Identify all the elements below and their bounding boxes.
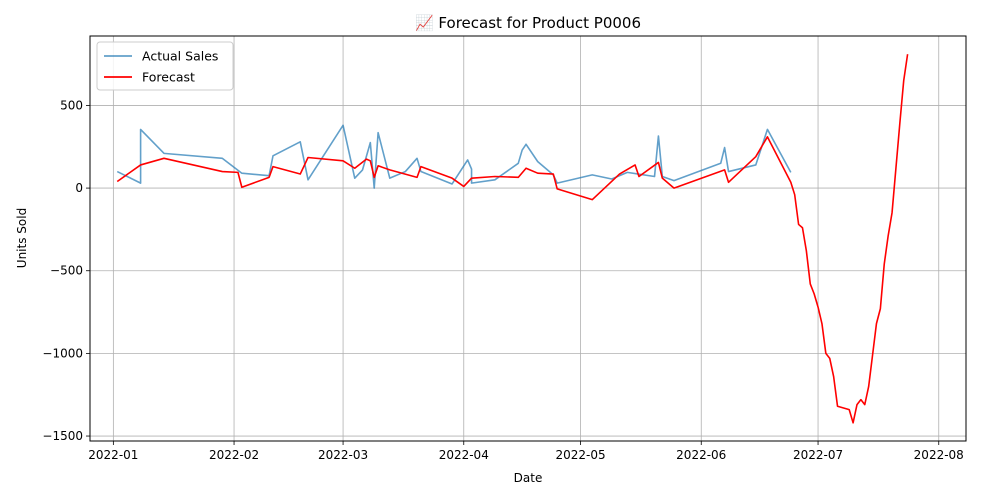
series-line-forecast <box>116 54 909 424</box>
x-tick-label: 2022-01 <box>88 448 138 462</box>
series-line-actual-sales <box>116 124 792 189</box>
legend-label-forecast: Forecast <box>142 70 195 85</box>
legend: Actual Sales Forecast <box>96 41 234 91</box>
x-tick-label: 2022-05 <box>555 448 605 462</box>
legend-label-actual-sales: Actual Sales <box>142 49 218 64</box>
x-tick-label: 2022-02 <box>209 448 259 462</box>
y-tick-label: 0 <box>75 181 83 195</box>
x-axis-label: Date <box>514 471 543 485</box>
x-tick-label: 2022-08 <box>914 448 964 462</box>
x-axis-ticks: 2022-01 2022-02 2022-03 2022-04 2022-05 2022-… <box>88 441 964 462</box>
chart-title: 📈 Forecast for Product P0006 <box>415 14 641 32</box>
y-tick-label: 500 <box>60 98 83 112</box>
y-tick-label: −1000 <box>42 346 83 360</box>
grid-lines <box>90 36 966 441</box>
y-axis-ticks: 500 0 −500 −1000 −1500 <box>42 98 90 443</box>
x-tick-label: 2022-06 <box>676 448 726 462</box>
y-axis-label: Units Sold <box>15 208 29 268</box>
x-tick-label: 2022-03 <box>318 448 368 462</box>
x-tick-label: 2022-07 <box>793 448 843 462</box>
plot-frame <box>89 35 967 442</box>
y-tick-label: −1500 <box>42 429 83 443</box>
series-lines <box>116 54 909 424</box>
legend-box <box>96 41 234 91</box>
y-tick-label: −500 <box>50 264 83 278</box>
x-tick-label: 2022-04 <box>439 448 489 462</box>
